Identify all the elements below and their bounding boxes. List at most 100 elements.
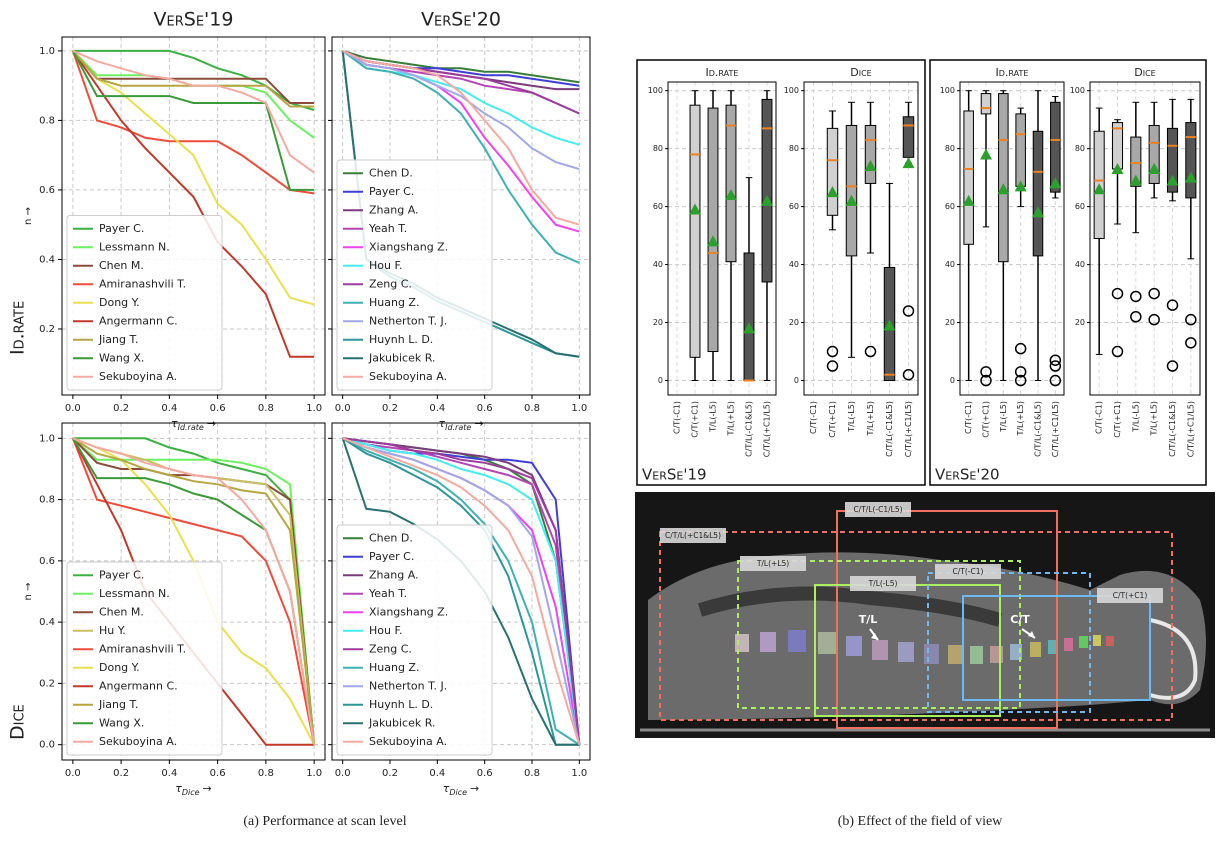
x-tick-label: C/T(+C1) bbox=[828, 401, 837, 438]
fov-label-bg bbox=[1097, 588, 1163, 603]
plot-frame bbox=[331, 36, 591, 396]
series-line bbox=[72, 50, 315, 306]
vertebra bbox=[760, 632, 776, 652]
outlier bbox=[902, 368, 915, 381]
legend-box bbox=[336, 159, 493, 391]
outlier bbox=[1014, 374, 1027, 387]
x-label-suffix: → bbox=[203, 782, 212, 795]
outlier bbox=[1111, 287, 1124, 300]
series-line bbox=[72, 437, 316, 745]
y-tick-label: 0.8 bbox=[39, 495, 55, 506]
x-tick-label: 0.8 bbox=[258, 768, 274, 779]
fov-label: C/T/L(-C1/L5) bbox=[853, 505, 902, 514]
mean-marker bbox=[1184, 171, 1197, 183]
outlier bbox=[826, 360, 839, 372]
x-tick-label: 1.0 bbox=[306, 403, 322, 414]
box-chart: 0 20 40 60 80 100 C/T(-C1) C/T(+C1) T/L(-L5) T/L(… bbox=[642, 66, 777, 484]
fov-label: C/T(+C1) bbox=[1113, 591, 1148, 600]
legend-label: Amiranashvili T. bbox=[99, 277, 186, 290]
legend-box bbox=[336, 524, 493, 756]
caption: (a) Performance at scan level bbox=[243, 814, 406, 829]
legend-label: Hou F. bbox=[369, 259, 403, 272]
legend-label: Payer C. bbox=[99, 568, 144, 581]
series-line bbox=[342, 437, 581, 745]
fov-label: T/L(-L5) bbox=[868, 579, 898, 588]
legend-label: Zhang A. bbox=[369, 568, 419, 581]
box bbox=[1130, 136, 1142, 187]
legend-label: Payer C. bbox=[369, 550, 414, 563]
legend-label: Angermann C. bbox=[99, 679, 178, 692]
legend-label: Payer C. bbox=[99, 222, 144, 235]
y-tick-label: 0.4 bbox=[39, 254, 55, 265]
box-chart: 0 20 40 60 80 100 C/T(-C1) C/T(+C1) T/L(-L5) T/L(… bbox=[935, 66, 1065, 484]
x-tick-label: T/L(+L5) bbox=[866, 401, 875, 437]
y-tick-label: 80 bbox=[653, 144, 663, 153]
legend-label: Huynh L. D. bbox=[369, 333, 433, 346]
x-tick-label: 0.0 bbox=[335, 403, 351, 414]
outlier bbox=[864, 345, 877, 358]
x-tick-label: C/T(-C1) bbox=[1095, 401, 1104, 434]
plot-frame bbox=[667, 81, 777, 396]
fov-box bbox=[927, 572, 1091, 713]
x-tick-label: T/L(-L5) bbox=[999, 401, 1008, 433]
ct-arrow-head bbox=[1028, 631, 1035, 638]
x-tick-label: T/L(-L5) bbox=[847, 401, 856, 433]
y-tick-label: 1.0 bbox=[39, 46, 55, 57]
ct-overlays: C/T/L(-C1/L5) C/T/L(+C1&L5) T/L(+L5) T/L(-L… bbox=[659, 502, 1173, 729]
mean-marker bbox=[1093, 183, 1106, 195]
legend-label: Angermann C. bbox=[99, 314, 178, 327]
box bbox=[1032, 130, 1044, 257]
line-chart: 0.0 0.2 0.4 0.6 0.8 1.0 VerSe'20 τId.rate → Chen … bbox=[328, 9, 591, 432]
legend-label: Dong Y. bbox=[99, 661, 140, 674]
vertebra bbox=[846, 636, 862, 656]
legend: Chen D. Payer C. Zhang A. Yeah T. Xiangshang… bbox=[336, 159, 493, 391]
legend-label: Lessmann N. bbox=[99, 240, 170, 253]
outlier bbox=[1111, 345, 1124, 358]
x-label-symbol: τ bbox=[175, 782, 182, 795]
mean-marker bbox=[1014, 180, 1027, 192]
y-tick-label: 60 bbox=[653, 202, 663, 211]
legend-label: Jakubicek R. bbox=[368, 716, 435, 729]
vertebra bbox=[1048, 640, 1058, 654]
outlier bbox=[1166, 360, 1179, 372]
box bbox=[1015, 113, 1026, 187]
x-label-subscript: Dice bbox=[182, 788, 200, 797]
x-tick-label: C/T/L(-C1&L5) bbox=[1034, 401, 1043, 457]
mean-marker bbox=[980, 148, 992, 160]
y-tick-label: 0.6 bbox=[39, 556, 55, 567]
legend-label: Chen D. bbox=[369, 531, 413, 544]
fov-label-bg bbox=[660, 528, 726, 543]
subplot-title: Id.rate bbox=[706, 66, 739, 79]
x-tick-label: C/T/L(-C1&L5) bbox=[745, 401, 754, 457]
y-tick-label: 40 bbox=[945, 260, 955, 269]
mean-marker bbox=[864, 160, 877, 172]
series-line bbox=[72, 49, 315, 111]
legend-label: Xiangshang Z. bbox=[369, 240, 448, 253]
legend-label: Jiang T. bbox=[98, 333, 138, 346]
box bbox=[1185, 122, 1197, 199]
mean-marker bbox=[725, 189, 737, 201]
legend-label: Sekuboyina A. bbox=[99, 735, 177, 748]
series-line bbox=[71, 50, 315, 195]
outlier bbox=[980, 366, 992, 378]
x-axis-label: τDice → bbox=[443, 782, 480, 797]
box bbox=[902, 116, 915, 158]
x-axis-label: τId.rate → bbox=[171, 417, 216, 432]
fov-label: T/L(+L5) bbox=[756, 559, 789, 568]
outlier bbox=[1148, 313, 1160, 326]
x-label-symbol: τ bbox=[443, 782, 450, 795]
y-tick-label: 60 bbox=[789, 202, 799, 211]
fov-label: C/T(-C1) bbox=[953, 567, 984, 576]
mean-marker bbox=[997, 183, 1010, 195]
x-tick-label: C/T/L(+C1/L5) bbox=[904, 401, 913, 457]
fov-box bbox=[737, 560, 1021, 709]
plot-frame bbox=[61, 422, 326, 761]
y-tick-label: 0.0 bbox=[39, 740, 55, 751]
vertebra bbox=[990, 646, 1003, 663]
box bbox=[864, 124, 877, 184]
row-label: Dice bbox=[7, 704, 29, 740]
mean-marker bbox=[761, 194, 773, 206]
x-tick-label: T/L(+L5) bbox=[1150, 401, 1159, 437]
legend-label: Wang X. bbox=[99, 351, 144, 364]
